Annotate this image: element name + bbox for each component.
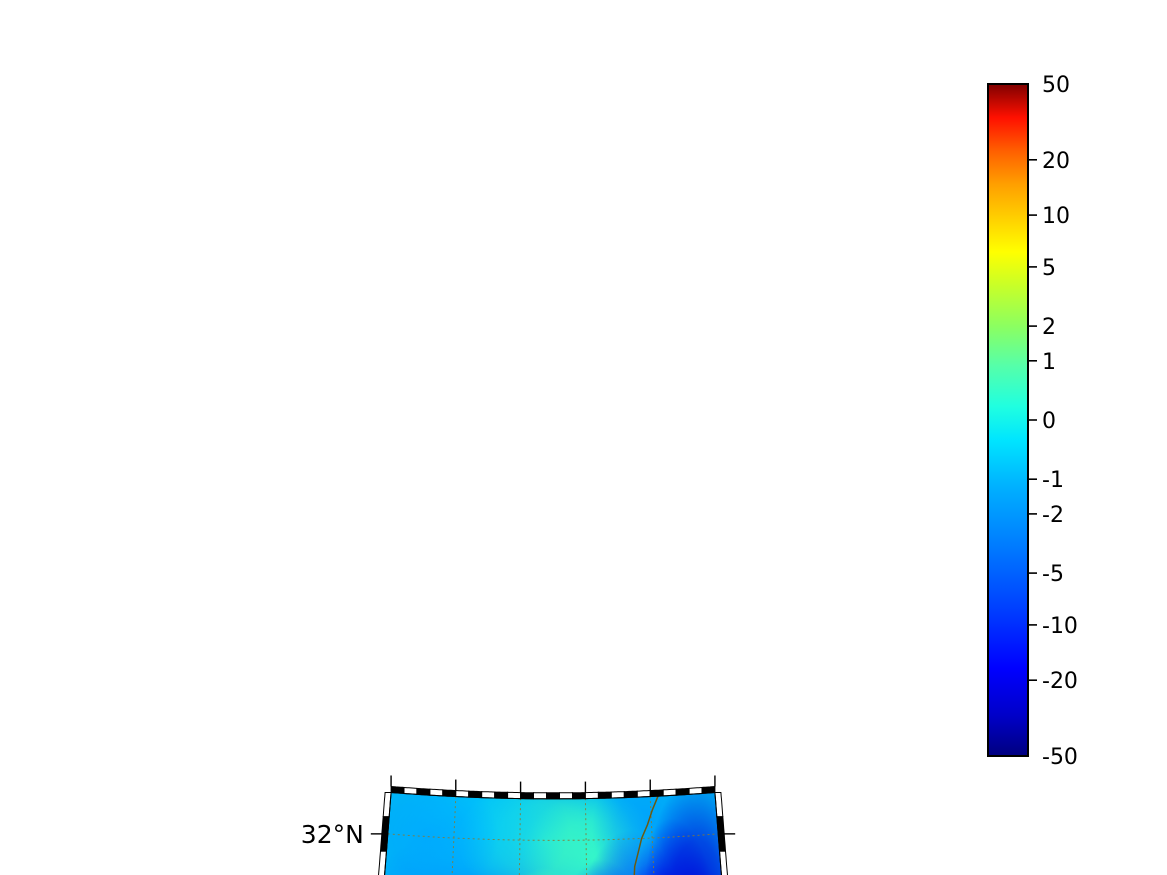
colorbar-tick-label: -5 [1042, 562, 1064, 587]
frame-band [494, 791, 509, 799]
frame-band [533, 792, 547, 800]
frame-band [455, 789, 470, 798]
frame-band [559, 792, 573, 800]
frame-outline [384, 791, 722, 875]
frame-band [584, 791, 599, 800]
colorbar-tick-label: -50 [1042, 745, 1078, 770]
colorbar-tick-label: 10 [1042, 204, 1070, 229]
colorbar-tick-label: 0 [1042, 409, 1056, 434]
colorbar-tick-label: 50 [1042, 73, 1070, 98]
colorbar-tick-label: 20 [1042, 149, 1070, 174]
frame-band [481, 791, 496, 799]
field-blob [356, 792, 499, 875]
colorbar-ticks [1028, 159, 1037, 682]
frame-band [597, 791, 612, 799]
frame-band [572, 792, 586, 800]
frame-band [623, 790, 638, 799]
frame-band [520, 792, 534, 800]
colorbar-tick-label: -10 [1042, 614, 1078, 639]
colorbar-tick-label: -20 [1042, 669, 1078, 694]
colorbar-tick-label: 5 [1042, 256, 1056, 281]
y-tick-label: 32°N [301, 820, 364, 849]
graticule [337, 792, 769, 875]
frame-band [546, 792, 560, 800]
colorbar-tick-label: 2 [1042, 315, 1056, 340]
latitude-tick-labels: 32°N28°N24°N20°N16°N [301, 820, 364, 849]
frame-band [610, 791, 625, 799]
colorbar-gradient [987, 83, 1029, 757]
frame-band [468, 790, 483, 799]
map-frame [370, 775, 736, 875]
frame-band [507, 791, 522, 800]
colorbar-tick-label: -1 [1042, 468, 1064, 493]
parallel [387, 833, 719, 841]
frame-band [636, 789, 651, 798]
colorbar-tick-label: -2 [1042, 503, 1064, 528]
colorbar-tick-label: 1 [1042, 350, 1056, 375]
